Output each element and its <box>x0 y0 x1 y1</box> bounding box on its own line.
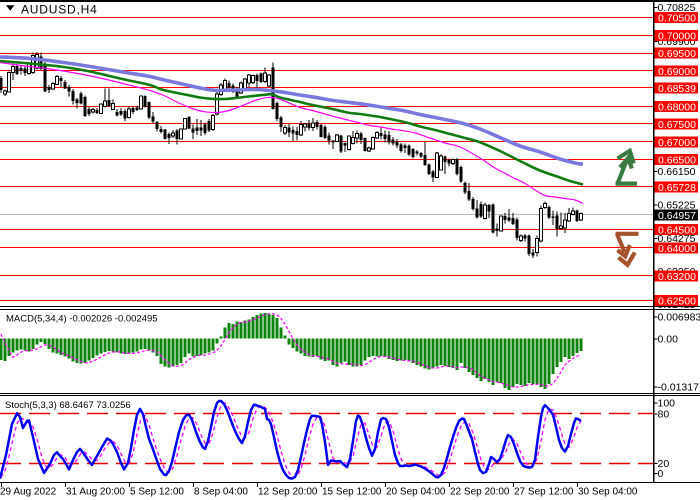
svg-text:0.69000: 0.69000 <box>658 66 696 78</box>
svg-text:0: 0 <box>658 468 664 480</box>
svg-text:15 Sep 12:00: 15 Sep 12:00 <box>322 487 382 498</box>
svg-text:0.69500: 0.69500 <box>658 48 696 60</box>
svg-text:0.67500: 0.67500 <box>658 119 696 131</box>
svg-text:0.66500: 0.66500 <box>658 154 696 166</box>
svg-text:0.00: 0.00 <box>658 334 679 346</box>
svg-text:0.64957: 0.64957 <box>658 210 696 222</box>
svg-text:0.68000: 0.68000 <box>658 101 696 113</box>
svg-text:0.67000: 0.67000 <box>658 137 696 149</box>
svg-text:27 Sep 12:00: 27 Sep 12:00 <box>514 487 574 498</box>
svg-text:0.70500: 0.70500 <box>658 12 696 24</box>
svg-text:0.68539: 0.68539 <box>658 83 696 95</box>
svg-text:20 Sep 04:00: 20 Sep 04:00 <box>386 487 446 498</box>
svg-text:0.006983: 0.006983 <box>658 312 700 324</box>
svg-text:0.66150: 0.66150 <box>658 166 696 178</box>
svg-text:20: 20 <box>658 458 670 470</box>
svg-text:0.64500: 0.64500 <box>658 224 696 236</box>
svg-text:0.64275: 0.64275 <box>658 233 696 245</box>
svg-text:0.62500: 0.62500 <box>658 295 696 307</box>
svg-text:22 Sep 20:00: 22 Sep 20:00 <box>450 487 510 498</box>
svg-text:30 Sep 04:00: 30 Sep 04:00 <box>578 487 638 498</box>
svg-text:0.65728: 0.65728 <box>658 182 696 194</box>
svg-text:0.63200: 0.63200 <box>658 271 696 283</box>
svg-text:80: 80 <box>658 409 670 421</box>
svg-text:0.64000: 0.64000 <box>658 243 696 255</box>
svg-text:29 Aug 2022: 29 Aug 2022 <box>0 487 57 498</box>
svg-text:0.65225: 0.65225 <box>658 200 696 212</box>
svg-text:8 Sep 04:00: 8 Sep 04:00 <box>194 487 248 498</box>
svg-text:12 Sep 20:00: 12 Sep 20:00 <box>258 487 318 498</box>
svg-text:5 Sep 12:00: 5 Sep 12:00 <box>130 487 184 498</box>
svg-text:MACD(5,34,4) -0.002026 -0.0024: MACD(5,34,4) -0.002026 -0.002495 <box>6 314 158 325</box>
svg-text:Stoch(5,3,3) 68.6467 73.0256: Stoch(5,3,3) 68.6467 73.0256 <box>5 400 131 411</box>
svg-text:AUDUSD,H4: AUDUSD,H4 <box>21 3 98 17</box>
svg-text:0.70825: 0.70825 <box>658 2 696 14</box>
svg-text:100: 100 <box>658 398 676 410</box>
svg-text:0.70000: 0.70000 <box>658 30 696 42</box>
svg-text:31 Aug 20:00: 31 Aug 20:00 <box>66 487 125 498</box>
